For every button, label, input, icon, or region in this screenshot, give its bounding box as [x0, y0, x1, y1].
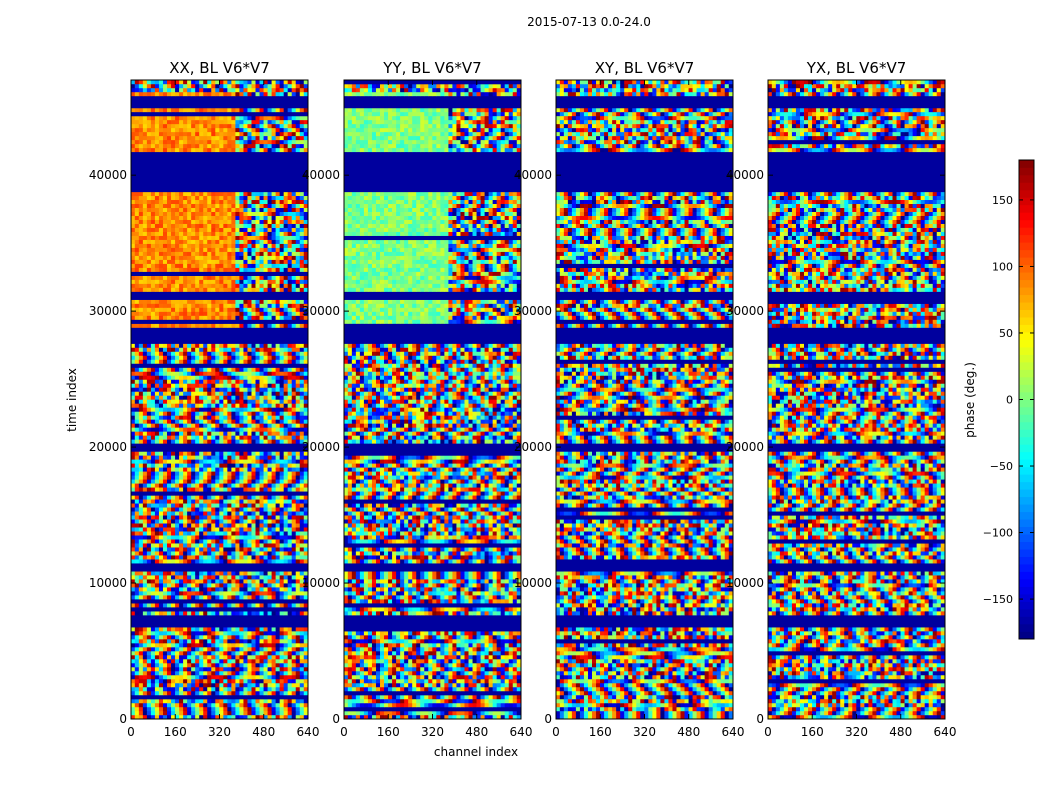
colorbar: −150 −100 −50 0 50 100 150	[983, 159, 1035, 640]
colorbar-tick-label: −150	[983, 593, 1013, 606]
x-tick-label: 640	[510, 725, 533, 739]
heatmap-image	[343, 79, 522, 720]
x-tick-label: 480	[889, 725, 912, 739]
x-tick-label: 320	[421, 725, 444, 739]
y-tick-label: 0	[756, 712, 764, 726]
y-tick-label: 40000	[514, 168, 552, 182]
colorbar-label: phase (deg.)	[963, 362, 977, 438]
panel-title: YX, BL V6*V7	[806, 59, 907, 77]
x-tick-label: 0	[127, 725, 135, 739]
y-tick-label: 30000	[302, 304, 340, 318]
panel-xx: XX, BL V6*V7 0 160 320 480 640 0 10000 20000 3000…	[89, 59, 320, 739]
panel-title: XX, BL V6*V7	[169, 59, 270, 77]
panels-group: XX, BL V6*V7 0 160 320 480 640 0 10000 20000 3000…	[89, 59, 957, 739]
figure-suptitle: 2015-07-13 0.0-24.0	[527, 15, 651, 29]
y-tick-label: 20000	[89, 440, 127, 454]
y-tick-label: 30000	[726, 304, 764, 318]
y-tick-label: 0	[119, 712, 127, 726]
x-tick-label: 480	[677, 725, 700, 739]
y-tick-label: 10000	[302, 576, 340, 590]
x-tick-label: 160	[377, 725, 400, 739]
colorbar-tick-label: 100	[992, 260, 1013, 273]
y-tick-label: 20000	[514, 440, 552, 454]
y-tick-label: 40000	[726, 168, 764, 182]
colorbar-tick-label: 50	[999, 327, 1013, 340]
x-tick-label: 320	[208, 725, 231, 739]
x-tick-label: 0	[340, 725, 348, 739]
colorbar-tick-label: −50	[990, 460, 1013, 473]
y-tick-label: 10000	[726, 576, 764, 590]
y-tick-label: 0	[332, 712, 340, 726]
y-tick-label: 20000	[302, 440, 340, 454]
x-tick-label: 0	[764, 725, 772, 739]
x-tick-label: 320	[845, 725, 868, 739]
heatmap-image	[555, 79, 734, 720]
y-tick-label: 10000	[514, 576, 552, 590]
colorbar-tick-label: −100	[983, 527, 1013, 540]
heatmap-image	[130, 79, 309, 720]
colorbar-gradient	[1019, 159, 1034, 640]
panel-xy: XY, BL V6*V7 0 160 320 480 640 0 10000 20000 3000…	[514, 59, 745, 739]
x-tick-label: 640	[722, 725, 745, 739]
x-tick-label: 160	[801, 725, 824, 739]
y-tick-label: 10000	[89, 576, 127, 590]
panel-title: YY, BL V6*V7	[382, 59, 481, 77]
y-tick-label: 20000	[726, 440, 764, 454]
y-tick-label: 30000	[514, 304, 552, 318]
x-tick-label: 640	[297, 725, 320, 739]
panel-yx: YX, BL V6*V7 0 160 320 480 640 0 10000 20000 3000…	[726, 59, 957, 739]
y-tick-label: 0	[544, 712, 552, 726]
x-axis-label: channel index	[434, 745, 518, 759]
y-tick-label: 40000	[302, 168, 340, 182]
y-tick-label: 30000	[89, 304, 127, 318]
colorbar-tick-label: 0	[1006, 394, 1013, 407]
panel-yy: YY, BL V6*V7 0 160 320 480 640 0 10000 20000 3000…	[302, 59, 533, 739]
heatmap-image	[767, 79, 946, 720]
colorbar-tick-label: 150	[992, 194, 1013, 207]
y-axis-label: time index	[65, 368, 79, 432]
x-tick-label: 160	[589, 725, 612, 739]
x-tick-label: 480	[252, 725, 275, 739]
x-tick-label: 320	[633, 725, 656, 739]
panel-title: XY, BL V6*V7	[595, 59, 695, 77]
x-tick-label: 640	[934, 725, 957, 739]
x-tick-label: 0	[552, 725, 560, 739]
y-tick-label: 40000	[89, 168, 127, 182]
x-tick-label: 480	[465, 725, 488, 739]
x-tick-label: 160	[164, 725, 187, 739]
